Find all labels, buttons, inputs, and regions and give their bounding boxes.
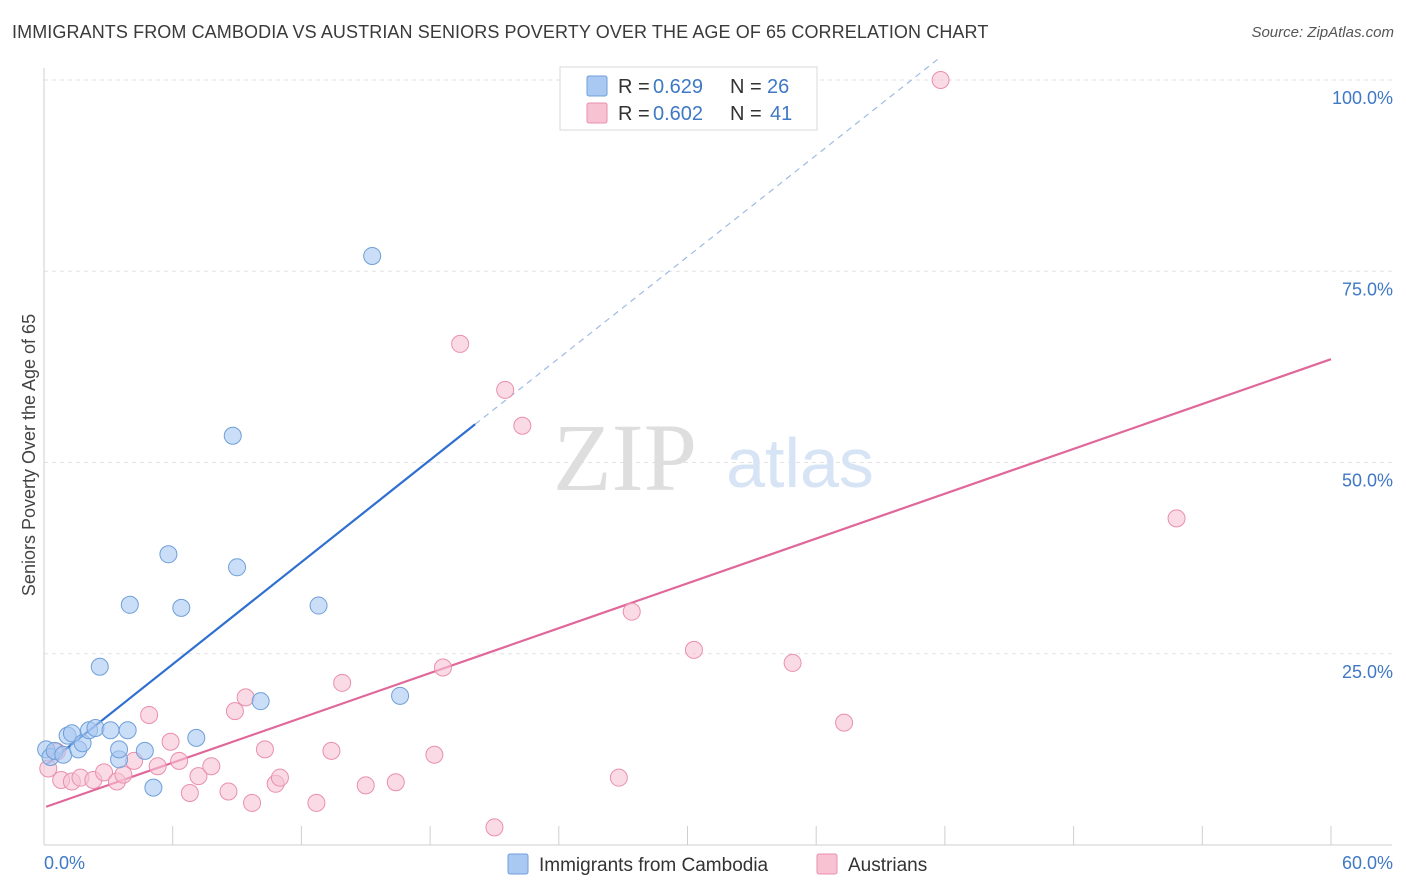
y-tick-label: 100.0%	[1332, 88, 1393, 108]
austrians-point	[225, 702, 244, 721]
y-tick-label: 75.0%	[1342, 279, 1393, 299]
bottom-legend-label-cambodia: Immigrants from Cambodia	[539, 855, 769, 876]
cambodia-point	[251, 692, 270, 711]
austrians-point	[684, 640, 703, 659]
bottom-legend-swatch-austrians	[816, 853, 838, 875]
tick-labels: 25.0% 50.0% 75.0% 100.0% 0.0% 60.0%	[44, 88, 1393, 873]
chart-title: IMMIGRANTS FROM CAMBODIA VS AUSTRIAN SEN…	[12, 22, 989, 42]
y-tick-label: 50.0%	[1342, 471, 1393, 491]
austrians-point	[451, 334, 470, 353]
austrians-point	[433, 658, 452, 677]
legend-n-value-austrians: 41	[770, 103, 792, 125]
cambodia-point	[54, 745, 73, 764]
austrians-point	[219, 782, 238, 801]
austrians-point	[1167, 509, 1186, 528]
data-points	[37, 71, 1186, 837]
top-legend: R = 0.629 N = 26 R = 0.602 N = 41	[559, 66, 818, 131]
austrians-point	[236, 688, 255, 707]
austrians-point	[425, 745, 444, 764]
axes	[43, 68, 1392, 846]
austrians-point	[95, 763, 114, 782]
austrians-point	[307, 793, 326, 812]
trend-line-cambodia	[45, 423, 476, 766]
watermark-zip: ZIP	[553, 404, 697, 511]
trend-lines	[45, 56, 1332, 808]
cambodia-point	[144, 778, 163, 797]
cambodia-point	[223, 426, 242, 445]
cambodia-point	[159, 545, 178, 564]
cambodia-point	[90, 657, 109, 676]
austrians-point	[496, 380, 515, 399]
austrians-point	[140, 705, 159, 724]
y-tick-label: 25.0%	[1342, 662, 1393, 682]
legend-r-label-austrians: R =	[618, 103, 650, 125]
cambodia-point	[120, 595, 139, 614]
austrians-point	[202, 757, 221, 776]
austrians-point	[148, 757, 167, 776]
austrians-point	[835, 713, 854, 732]
legend-n-label-cambodia: N =	[730, 76, 762, 98]
legend-swatch-cambodia	[586, 75, 608, 97]
austrians-point	[189, 767, 208, 786]
austrians-point	[356, 776, 375, 795]
cambodia-point	[86, 718, 105, 737]
austrians-point	[783, 653, 802, 672]
bottom-legend-swatch-cambodia	[507, 853, 529, 875]
cambodia-point	[135, 741, 154, 760]
austrians-point	[170, 751, 189, 770]
legend-n-label-austrians: N =	[730, 103, 762, 125]
cambodia-point	[118, 721, 137, 740]
legend-r-label-cambodia: R =	[618, 76, 650, 98]
cambodia-point	[110, 740, 129, 759]
austrians-point	[161, 732, 180, 751]
cambodia-point	[172, 598, 191, 617]
austrians-point	[180, 783, 199, 802]
cambodia-point	[228, 558, 247, 577]
watermark-atlas: atlas	[726, 424, 874, 502]
cambodia-point	[187, 728, 206, 747]
x-tick-label: 0.0%	[44, 853, 85, 873]
cambodia-point	[391, 686, 410, 705]
y-axis-label: Seniors Poverty Over the Age of 65	[19, 314, 39, 596]
bottom-legend-label-austrians: Austrians	[848, 855, 927, 876]
trend-line-austrians	[45, 358, 1332, 808]
austrians-point	[485, 818, 504, 837]
austrians-point	[255, 740, 274, 759]
legend-r-value-cambodia: 0.629	[653, 76, 703, 98]
austrians-point	[931, 71, 950, 89]
legend-n-value-cambodia: 26	[767, 76, 789, 98]
austrians-point	[513, 416, 532, 435]
cambodia-point	[309, 596, 328, 615]
austrians-point	[609, 768, 628, 787]
austrians-point	[386, 773, 405, 792]
austrians-point	[622, 602, 641, 621]
austrians-point	[333, 673, 352, 692]
watermark: ZIP atlas	[553, 404, 874, 511]
bottom-legend: Immigrants from Cambodia Austrians	[507, 853, 927, 876]
austrians-point	[270, 768, 289, 787]
austrians-point	[114, 765, 133, 784]
legend-r-value-austrians: 0.602	[653, 103, 703, 125]
cambodia-point	[363, 246, 382, 265]
cambodia-point	[101, 721, 120, 740]
legend-swatch-austrians	[586, 102, 608, 124]
austrians-point	[322, 741, 341, 760]
x-tick-label: 60.0%	[1342, 853, 1393, 873]
gridlines	[44, 79, 1392, 655]
austrians-point	[243, 793, 262, 812]
source-label: Source: ZipAtlas.com	[1251, 24, 1394, 41]
